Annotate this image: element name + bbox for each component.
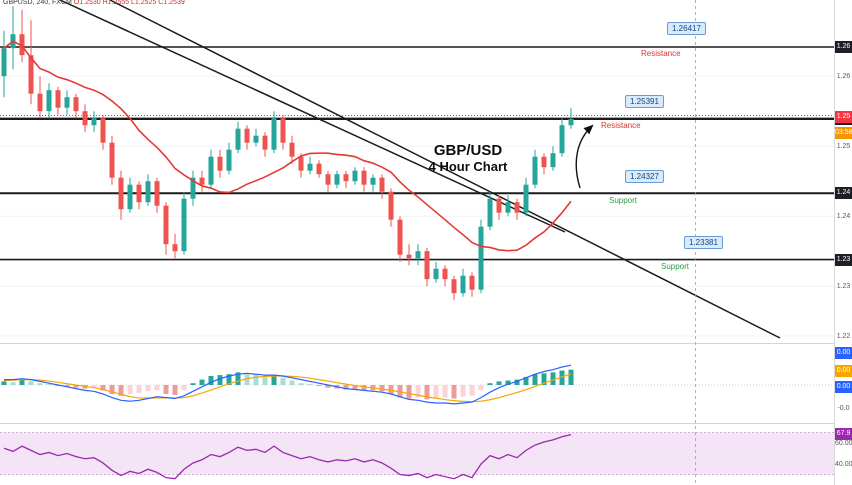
stoch-tick: 60.00: [835, 439, 852, 447]
symbol-legend: GBPUSD, 240, FXCM O1.2530 H1.2555 L1.252…: [3, 0, 185, 7]
level-price-tag: 1.26: [835, 41, 852, 53]
price-callout-4[interactable]: 1.23381: [684, 236, 723, 249]
price-tick-1.22: 1.22: [836, 332, 851, 340]
stoch-tick: 40.00: [835, 460, 852, 468]
price-callout-3[interactable]: 1.24327: [625, 170, 664, 183]
pane-separators: [0, 343, 852, 424]
price-tick-1.23: 1.23: [836, 282, 851, 290]
stoch-band: [0, 432, 835, 475]
resistance-label-2[interactable]: Resistance: [601, 121, 641, 130]
support-label-2[interactable]: Support: [661, 262, 690, 271]
chart-title-timeframe: 4 Hour Chart: [428, 159, 508, 174]
chart-title-annotation: GBP/USD 4 Hour Chart: [401, 142, 535, 174]
level-price-tag: 1.23: [835, 253, 852, 266]
price-callout-1[interactable]: 1.26417: [667, 22, 706, 35]
price-axis[interactable]: 1.26 1.25 1.24 1.23 1.22 -0.0 60.00 40.00 1.26 1.…: [834, 0, 852, 485]
bar-countdown-tag: 03:58: [835, 127, 852, 139]
gridlines: [0, 75, 835, 386]
candles: [1, 6, 574, 301]
macd-value-tag-1: 0.00: [835, 365, 852, 377]
price-tick-1.26: 1.26: [836, 72, 851, 80]
current-price-tag: 1.25: [835, 110, 852, 123]
price-tick-1.24: 1.24: [836, 212, 851, 220]
resistance-label-1[interactable]: Resistance: [641, 49, 681, 58]
stoch-value-tag: 67.9: [835, 428, 852, 440]
macd-value-tag-0: 0.00: [835, 347, 852, 359]
ohlc-values: O1.2530 H1.2555 L1.2525 C1.2539: [73, 0, 185, 6]
macd-tick: -0.0: [837, 404, 850, 412]
stochastic-line: [3, 433, 572, 480]
up-arrow-annotation: [575, 124, 594, 189]
symbol-legend-text: GBPUSD, 240, FXCM: [3, 0, 72, 6]
support-label-1[interactable]: Support: [609, 196, 638, 205]
price-tick-1.25: 1.25: [836, 142, 851, 150]
macd-value-tag-2: 0.00: [835, 381, 852, 393]
trendlines: [59, 0, 781, 339]
moving-average-line: [3, 40, 572, 252]
level-price-tag: 1.24: [835, 187, 852, 200]
price-callout-2[interactable]: 1.25391: [625, 95, 664, 108]
chart-title-symbol: GBP/USD: [433, 142, 503, 159]
macd-panel: [1, 364, 574, 405]
